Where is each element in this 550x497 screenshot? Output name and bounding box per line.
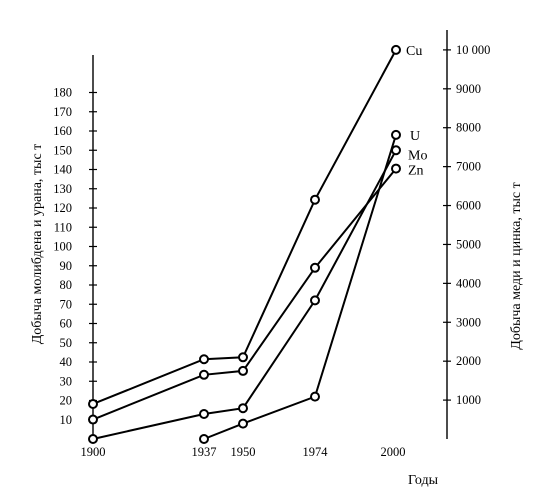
y-left-tick-label: 160 [53, 124, 72, 138]
y-left-tick-label: 180 [53, 86, 72, 100]
y-left-tick-label: 110 [54, 220, 72, 234]
y-left-tick-label: 40 [60, 355, 73, 369]
data-point-mo [88, 434, 98, 444]
y-left-tick-label: 20 [60, 394, 73, 408]
series-markers [88, 44, 401, 444]
series-line-mo [92, 149, 397, 440]
data-point-cu [391, 44, 401, 55]
data-point-mo [391, 145, 401, 156]
data-point-mo [199, 408, 209, 419]
x-tick-label: 1950 [231, 445, 256, 459]
data-point-cu [238, 352, 248, 363]
series-line-cu [92, 49, 397, 405]
series-label-mo: Mo [408, 148, 427, 163]
y-left-tick-label: 150 [53, 143, 72, 157]
y-left-tick-label: 140 [53, 163, 72, 177]
data-point-cu [199, 354, 209, 365]
y-right-tick-label: 7000 [456, 160, 481, 174]
data-point-u [238, 418, 248, 429]
y-left-tick-label: 130 [53, 182, 72, 196]
y-axis-left-title: Добыча молибдена и урана, тыс т [30, 144, 45, 345]
y-right-tick-label: 8000 [456, 121, 481, 135]
y-left-tick-label: 120 [53, 201, 72, 215]
x-tick-label: 2000 [381, 445, 406, 459]
data-point-cu [310, 194, 320, 205]
y-right-tick-label: 2000 [456, 354, 481, 368]
ticks: 10 20 30 40 50 60 70 80 90 100 110 120 130 140 150 160 1… [53, 43, 490, 459]
series-line-zn [92, 167, 397, 421]
data-point-zn [88, 414, 98, 425]
y-right-tick-label: 3000 [456, 315, 481, 329]
y-axis-right-title: Добыча меди и цинка, тыс т [509, 182, 524, 349]
data-point-zn [199, 369, 209, 380]
series-label-u: U [410, 129, 420, 144]
y-right-tick-label: 4000 [456, 276, 481, 290]
y-right-tick-label: 9000 [456, 82, 481, 96]
y-left-tick-label: 170 [53, 105, 72, 119]
y-left-tick-label: 30 [60, 374, 73, 388]
y-left-tick-label: 90 [60, 259, 73, 273]
data-point-zn [238, 365, 248, 376]
y-right-tick-label: 5000 [456, 237, 481, 251]
data-point-u [199, 434, 209, 444]
y-right-tick-label: 6000 [456, 199, 481, 213]
data-point-mo [310, 295, 320, 306]
y-right-tick-label: 1000 [456, 393, 481, 407]
y-left-tick-label: 10 [60, 413, 73, 427]
series-label-zn: Zn [408, 164, 424, 179]
y-right-tick-label: 10 000 [456, 43, 490, 57]
x-axis-title: Годы [408, 473, 439, 488]
x-tick-label: 1974 [303, 445, 329, 459]
series-label-cu: Cu [406, 44, 422, 59]
axes [92, 30, 448, 439]
y-left-tick-label: 50 [60, 336, 73, 350]
data-point-mo [238, 403, 248, 414]
y-left-tick-label: 70 [60, 297, 73, 311]
y-left-tick-label: 60 [60, 317, 73, 331]
series-line-u [203, 134, 397, 440]
x-tick-label: 1937 [192, 445, 217, 459]
y-left-tick-label: 100 [53, 240, 72, 254]
data-point-zn [310, 262, 320, 273]
data-point-zn [391, 163, 401, 174]
data-point-u [391, 129, 401, 140]
x-tick-label: 1900 [81, 445, 106, 459]
series-lines [92, 49, 397, 440]
data-point-cu [88, 398, 98, 409]
data-point-u [310, 391, 320, 402]
y-left-tick-label: 80 [60, 278, 73, 292]
